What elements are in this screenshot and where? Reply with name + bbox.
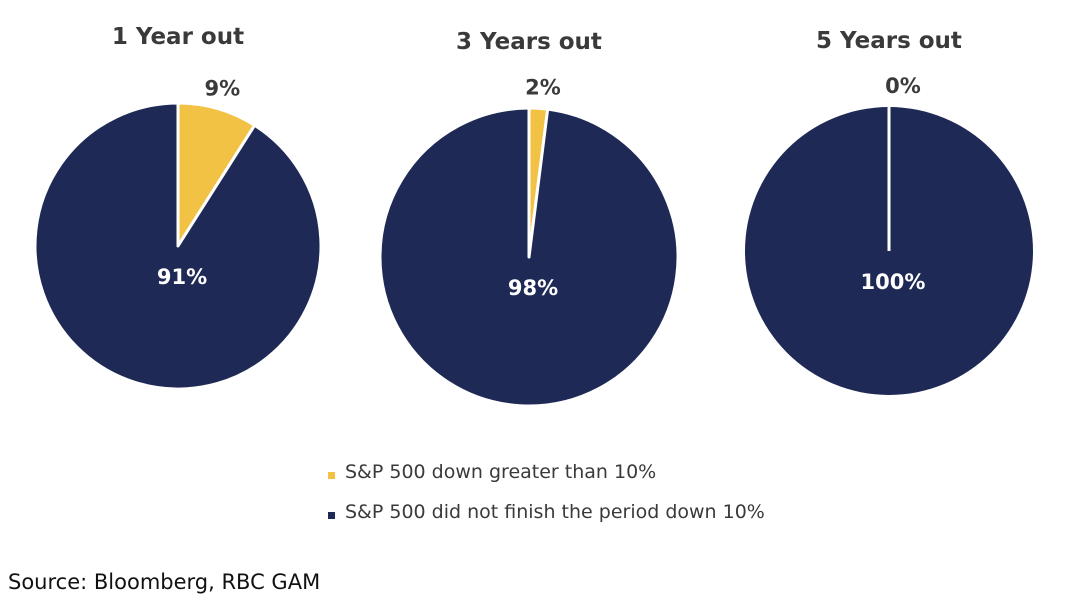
slice-label-down: 0%: [885, 74, 921, 98]
chart-legend: S&P 500 down greater than 10% S&P 500 di…: [328, 452, 765, 532]
slice-label-down: 2%: [525, 75, 561, 99]
legend-label-down: S&P 500 down greater than 10%: [345, 461, 657, 483]
legend-label-not-down: S&P 500 did not finish the period down 1…: [345, 501, 765, 523]
pie-chart-1: 1 Year out 9% 91%: [33, 24, 323, 391]
pie-title: 5 Years out: [816, 28, 962, 54]
legend-item-down: S&P 500 down greater than 10%: [328, 452, 765, 492]
pie-chart-3: 5 Years out 0% 100%: [745, 28, 1033, 395]
pie-title: 3 Years out: [456, 29, 602, 55]
pie-title: 1 Year out: [112, 24, 244, 50]
legend-swatch-down: [328, 471, 335, 479]
pie-slice-down: [176, 101, 257, 248]
pie-chart-2: 3 Years out 2% 98%: [378, 29, 680, 408]
slice-label-not-down: 98%: [508, 276, 558, 300]
slice-label-down: 9%: [205, 76, 241, 100]
legend-item-not-down: S&P 500 did not finish the period down 1…: [328, 492, 765, 532]
slice-label-not-down: 91%: [157, 265, 207, 289]
legend-swatch-not-down: [328, 511, 335, 519]
source-note: Source: Bloomberg, RBC GAM: [8, 570, 321, 594]
pie-charts: 1 Year out 9% 91% 3 Years out 2% 98% 5 Years o…: [33, 24, 1033, 408]
slice-label-not-down: 100%: [861, 270, 926, 294]
